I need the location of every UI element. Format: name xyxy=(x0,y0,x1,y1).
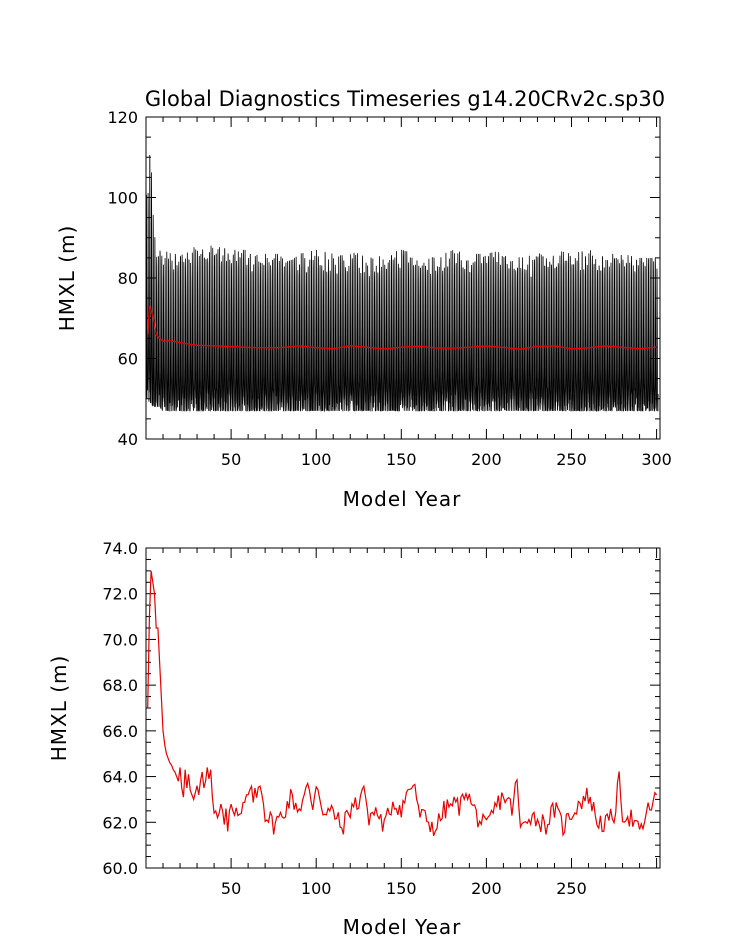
top-x-axis-label: Model Year xyxy=(343,487,462,511)
top-x-tick-label: 250 xyxy=(556,450,587,469)
top-annual-series-line xyxy=(147,305,657,350)
bottom-y-tick-label: 72.0 xyxy=(102,585,138,604)
bottom-annual-series-line xyxy=(147,570,658,837)
chart-title: Global Diagnostics Timeseries g14.20CRv2… xyxy=(145,87,665,111)
bottom-x-tick-label: 50 xyxy=(221,879,241,898)
bottom-y-tick-label: 64.0 xyxy=(102,768,138,787)
bottom-x-axis-label: Model Year xyxy=(343,915,462,939)
top-x-tick-label: 150 xyxy=(386,450,417,469)
top-y-tick-label: 100 xyxy=(107,189,138,208)
bottom-y-tick-label: 74.0 xyxy=(102,539,138,558)
top-x-tick-label: 50 xyxy=(221,450,241,469)
top-chart: Global Diagnostics Timeseries g14.20CRv2… xyxy=(55,87,672,511)
top-y-tick-label: 120 xyxy=(107,108,138,127)
bottom-x-tick-label: 150 xyxy=(386,879,417,898)
top-x-tick-label: 300 xyxy=(641,450,672,469)
bottom-plot-frame xyxy=(145,547,661,869)
top-monthly-series-line xyxy=(145,154,659,413)
bottom-y-tick-label: 62.0 xyxy=(102,813,138,832)
bottom-chart: 50 100 150 200 250 60.0 62.0 64.0 66.0 68.0 70.0 72… xyxy=(47,539,661,939)
bottom-y-tick-label: 66.0 xyxy=(102,722,138,741)
top-y-tick-label: 80 xyxy=(118,269,138,288)
bottom-plot-area: 50 100 150 200 250 60.0 62.0 64.0 66.0 68.0 70.0 72… xyxy=(102,539,661,898)
bottom-y-tick-label: 70.0 xyxy=(102,630,138,649)
top-plot-area: 50 100 150 200 250 300 40 60 80 100 120 xyxy=(107,108,671,469)
top-y-tick-label: 40 xyxy=(118,430,138,449)
bottom-y-tick-label: 68.0 xyxy=(102,676,138,695)
bottom-y-tick-label: 60.0 xyxy=(102,859,138,878)
bottom-y-axis-label: HMXL (m) xyxy=(47,655,71,762)
top-x-tick-label: 200 xyxy=(471,450,502,469)
bottom-x-tick-label: 200 xyxy=(471,879,502,898)
top-y-tick-label: 60 xyxy=(118,350,138,369)
top-x-tick-label: 100 xyxy=(301,450,332,469)
bottom-x-tick-label: 100 xyxy=(301,879,332,898)
bottom-x-tick-label: 250 xyxy=(556,879,587,898)
top-y-axis-label: HMXL (m) xyxy=(55,225,79,332)
